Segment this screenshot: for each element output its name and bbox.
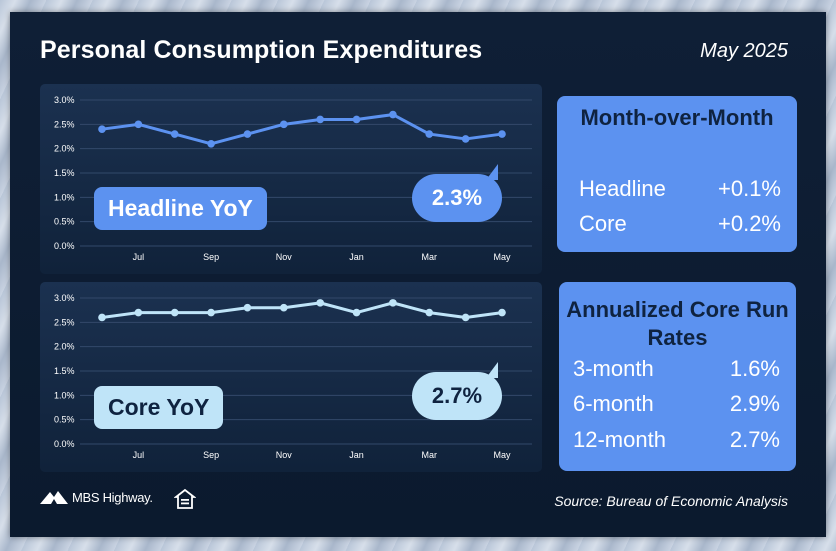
x-tick-label: May <box>493 450 511 460</box>
x-tick-label: Mar <box>422 450 438 460</box>
y-tick-label: 1.0% <box>54 192 75 202</box>
mom-row-headline: Headline +0.1% <box>579 176 781 202</box>
data-point <box>352 308 361 317</box>
mbs-highway-logo: MBS Highway. <box>40 489 153 505</box>
core-yoy-label: Core YoY <box>94 386 224 429</box>
source-note: Source: Bureau of Economic Analysis <box>554 493 788 509</box>
run-rate-12m-value: 2.7% <box>729 427 780 452</box>
headline-chart-panel: 0.0% 0.5% 1.0% 1.5% 2.0% 2.5% 3.0% Jul Sep Nov Jan… <box>40 84 542 274</box>
page-title: Personal Consumption Expenditures <box>40 36 483 64</box>
run-rates-box: Annualized Core Run Rates 3-month 1.6% 6… <box>559 282 796 471</box>
data-point <box>389 110 397 119</box>
data-point <box>243 130 252 138</box>
y-tick-label: 0.0% <box>54 439 75 449</box>
mom-core-label: Core <box>579 211 627 236</box>
mbs-highway-logo-icon <box>40 491 68 504</box>
y-tick-label: 1.5% <box>54 366 75 376</box>
series-line <box>101 301 503 319</box>
headline-yoy-label: Headline YoY <box>94 187 267 230</box>
data-point <box>461 135 470 143</box>
run-rate-row-12m: 12-month 2.7% <box>573 427 780 453</box>
data-point <box>134 308 143 317</box>
logo-text: MBS Highway. <box>72 489 153 505</box>
y-tick-label: 3.0% <box>54 293 75 303</box>
data-point <box>98 313 106 322</box>
data-point <box>207 140 215 148</box>
data-point <box>461 313 470 322</box>
data-point <box>498 130 506 138</box>
run-rate-6m-value: 2.9% <box>729 391 780 416</box>
y-tick-label: 0.0% <box>54 241 75 251</box>
data-point <box>280 120 288 129</box>
series-line <box>101 113 503 146</box>
y-tick-label: 2.0% <box>54 144 75 154</box>
x-tick-label: Jan <box>349 252 364 262</box>
x-tick-label: Jul <box>133 450 145 460</box>
headline-latest-bubble: 2.3% <box>412 164 502 222</box>
data-point <box>280 303 288 312</box>
x-tick-label: May <box>493 252 511 262</box>
run-rate-row-3m: 3-month 1.6% <box>573 356 780 382</box>
x-tick-label: Jul <box>133 252 145 262</box>
y-tick-label: 3.0% <box>54 95 75 105</box>
report-date: May 2025 <box>700 40 788 62</box>
data-point <box>498 308 506 317</box>
data-point <box>170 130 179 138</box>
data-point <box>98 125 106 133</box>
run-rate-row-6m: 6-month 2.9% <box>573 391 780 417</box>
y-tick-label: 0.5% <box>54 415 75 425</box>
run-rate-6m-label: 6-month <box>573 391 654 416</box>
equal-housing-icon <box>174 488 196 509</box>
run-rate-3m-value: 1.6% <box>729 356 780 381</box>
data-point <box>243 303 252 312</box>
run-rate-12m-label: 12-month <box>573 427 666 452</box>
x-tick-label: Jan <box>349 450 364 460</box>
month-over-month-box: Month-over-Month Headline +0.1% Core +0.… <box>557 96 797 252</box>
y-tick-label: 1.0% <box>54 390 75 400</box>
data-point <box>425 308 434 317</box>
mom-core-value: +0.2% <box>718 211 781 236</box>
data-point <box>134 120 143 129</box>
run-rates-title: Annualized Core Run Rates <box>566 297 789 350</box>
data-point <box>207 308 215 317</box>
data-point <box>352 115 361 124</box>
data-point <box>316 299 324 307</box>
y-tick-label: 2.5% <box>54 119 75 129</box>
y-tick-label: 2.5% <box>54 317 75 327</box>
data-point <box>425 130 434 138</box>
x-tick-label: Sep <box>203 252 219 262</box>
run-rate-3m-label: 3-month <box>573 356 654 381</box>
data-point <box>170 308 179 317</box>
mom-headline-value: +0.1% <box>718 176 781 201</box>
x-tick-label: Nov <box>276 252 293 262</box>
x-tick-label: Sep <box>203 450 219 460</box>
core-latest-bubble: 2.7% <box>412 362 502 420</box>
x-tick-label: Nov <box>276 450 293 460</box>
y-tick-label: 0.5% <box>54 217 75 227</box>
mom-row-core: Core +0.2% <box>579 211 781 237</box>
mom-headline-label: Headline <box>579 176 666 201</box>
y-tick-label: 2.0% <box>54 342 75 352</box>
data-point <box>389 299 397 307</box>
data-point <box>316 115 324 124</box>
core-chart-panel: 0.0% 0.5% 1.0% 1.5% 2.0% 2.5% 3.0% Jul Sep Nov Jan… <box>40 282 542 472</box>
y-tick-label: 1.5% <box>54 168 75 178</box>
mom-title: Month-over-Month <box>580 105 774 130</box>
x-tick-label: Mar <box>422 252 438 262</box>
